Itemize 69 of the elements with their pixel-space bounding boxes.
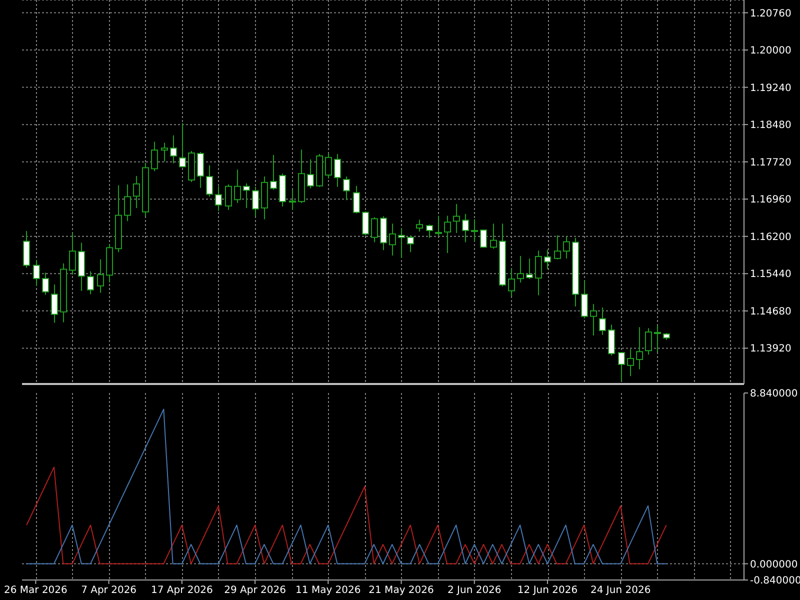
candlestick	[453, 204, 460, 234]
candlestick	[581, 280, 588, 319]
candlestick	[608, 324, 615, 356]
x-tick-label: 7 Apr 2026	[81, 585, 137, 596]
candlestick	[645, 328, 652, 356]
x-tick-label: 29 Apr 2026	[224, 585, 286, 596]
x-tick-label: 11 May 2026	[296, 585, 361, 596]
candlestick	[289, 189, 296, 210]
candlestick	[362, 210, 369, 236]
candlestick	[124, 184, 131, 222]
line-series	[26, 466, 667, 564]
candlestick	[133, 176, 140, 208]
candlestick	[471, 218, 478, 242]
candlestick	[554, 234, 561, 260]
y-tick-label: 0.000000	[750, 559, 798, 570]
x-tick-label: 12 Jun 2026	[517, 585, 578, 596]
candlestick	[179, 122, 186, 168]
candlestick	[215, 186, 222, 212]
candlestick	[97, 258, 104, 294]
candlestick	[462, 213, 469, 243]
x-tick-label: 17 Apr 2026	[151, 585, 213, 596]
candlestick	[325, 153, 332, 180]
candlestick	[517, 256, 524, 283]
candlestick	[243, 182, 250, 208]
candlestick	[490, 223, 497, 250]
candlestick	[270, 154, 277, 190]
candlestick	[69, 232, 76, 276]
candlestick	[307, 158, 314, 189]
candlestick	[636, 326, 643, 370]
candlestick	[416, 219, 423, 232]
candlestick	[42, 272, 49, 296]
candlestick	[51, 284, 58, 324]
candlestick	[343, 176, 350, 201]
candlestick	[508, 268, 515, 297]
candlestick	[407, 234, 414, 253]
candlestick	[618, 352, 625, 382]
candlestick	[426, 224, 433, 238]
candlestick	[161, 142, 168, 162]
y-tick-label: 8.840000	[750, 388, 798, 400]
candlestick	[526, 258, 533, 280]
candlestick	[334, 153, 341, 188]
candlestick	[599, 306, 606, 336]
candlestick	[371, 216, 378, 243]
candlestick	[197, 152, 204, 188]
candlestick	[398, 228, 405, 258]
candlestick	[535, 250, 542, 296]
candlestick	[444, 215, 451, 254]
candlestick	[563, 236, 570, 259]
candlestick	[87, 270, 94, 295]
candlestick	[480, 229, 487, 248]
candlestick	[590, 304, 597, 336]
candlestick	[151, 141, 158, 172]
line-series	[26, 408, 667, 564]
candlestick	[252, 186, 259, 217]
x-tick-label: 26 Mar 2026	[4, 585, 68, 596]
candlestick	[353, 185, 360, 214]
candlestick	[435, 215, 442, 237]
x-tick-label: 24 Jun 2026	[590, 585, 651, 596]
candlestick	[234, 169, 241, 204]
candlestick	[170, 134, 177, 164]
candlestick	[627, 348, 634, 377]
candlestick	[654, 325, 661, 353]
candlestick	[225, 184, 232, 210]
x-tick-label: 2 Jun 2026	[447, 585, 502, 596]
candlestick	[206, 164, 213, 198]
x-tick-label: 21 May 2026	[368, 585, 434, 596]
candlestick	[33, 259, 40, 286]
candlestick	[389, 223, 396, 256]
candlestick	[544, 249, 551, 270]
